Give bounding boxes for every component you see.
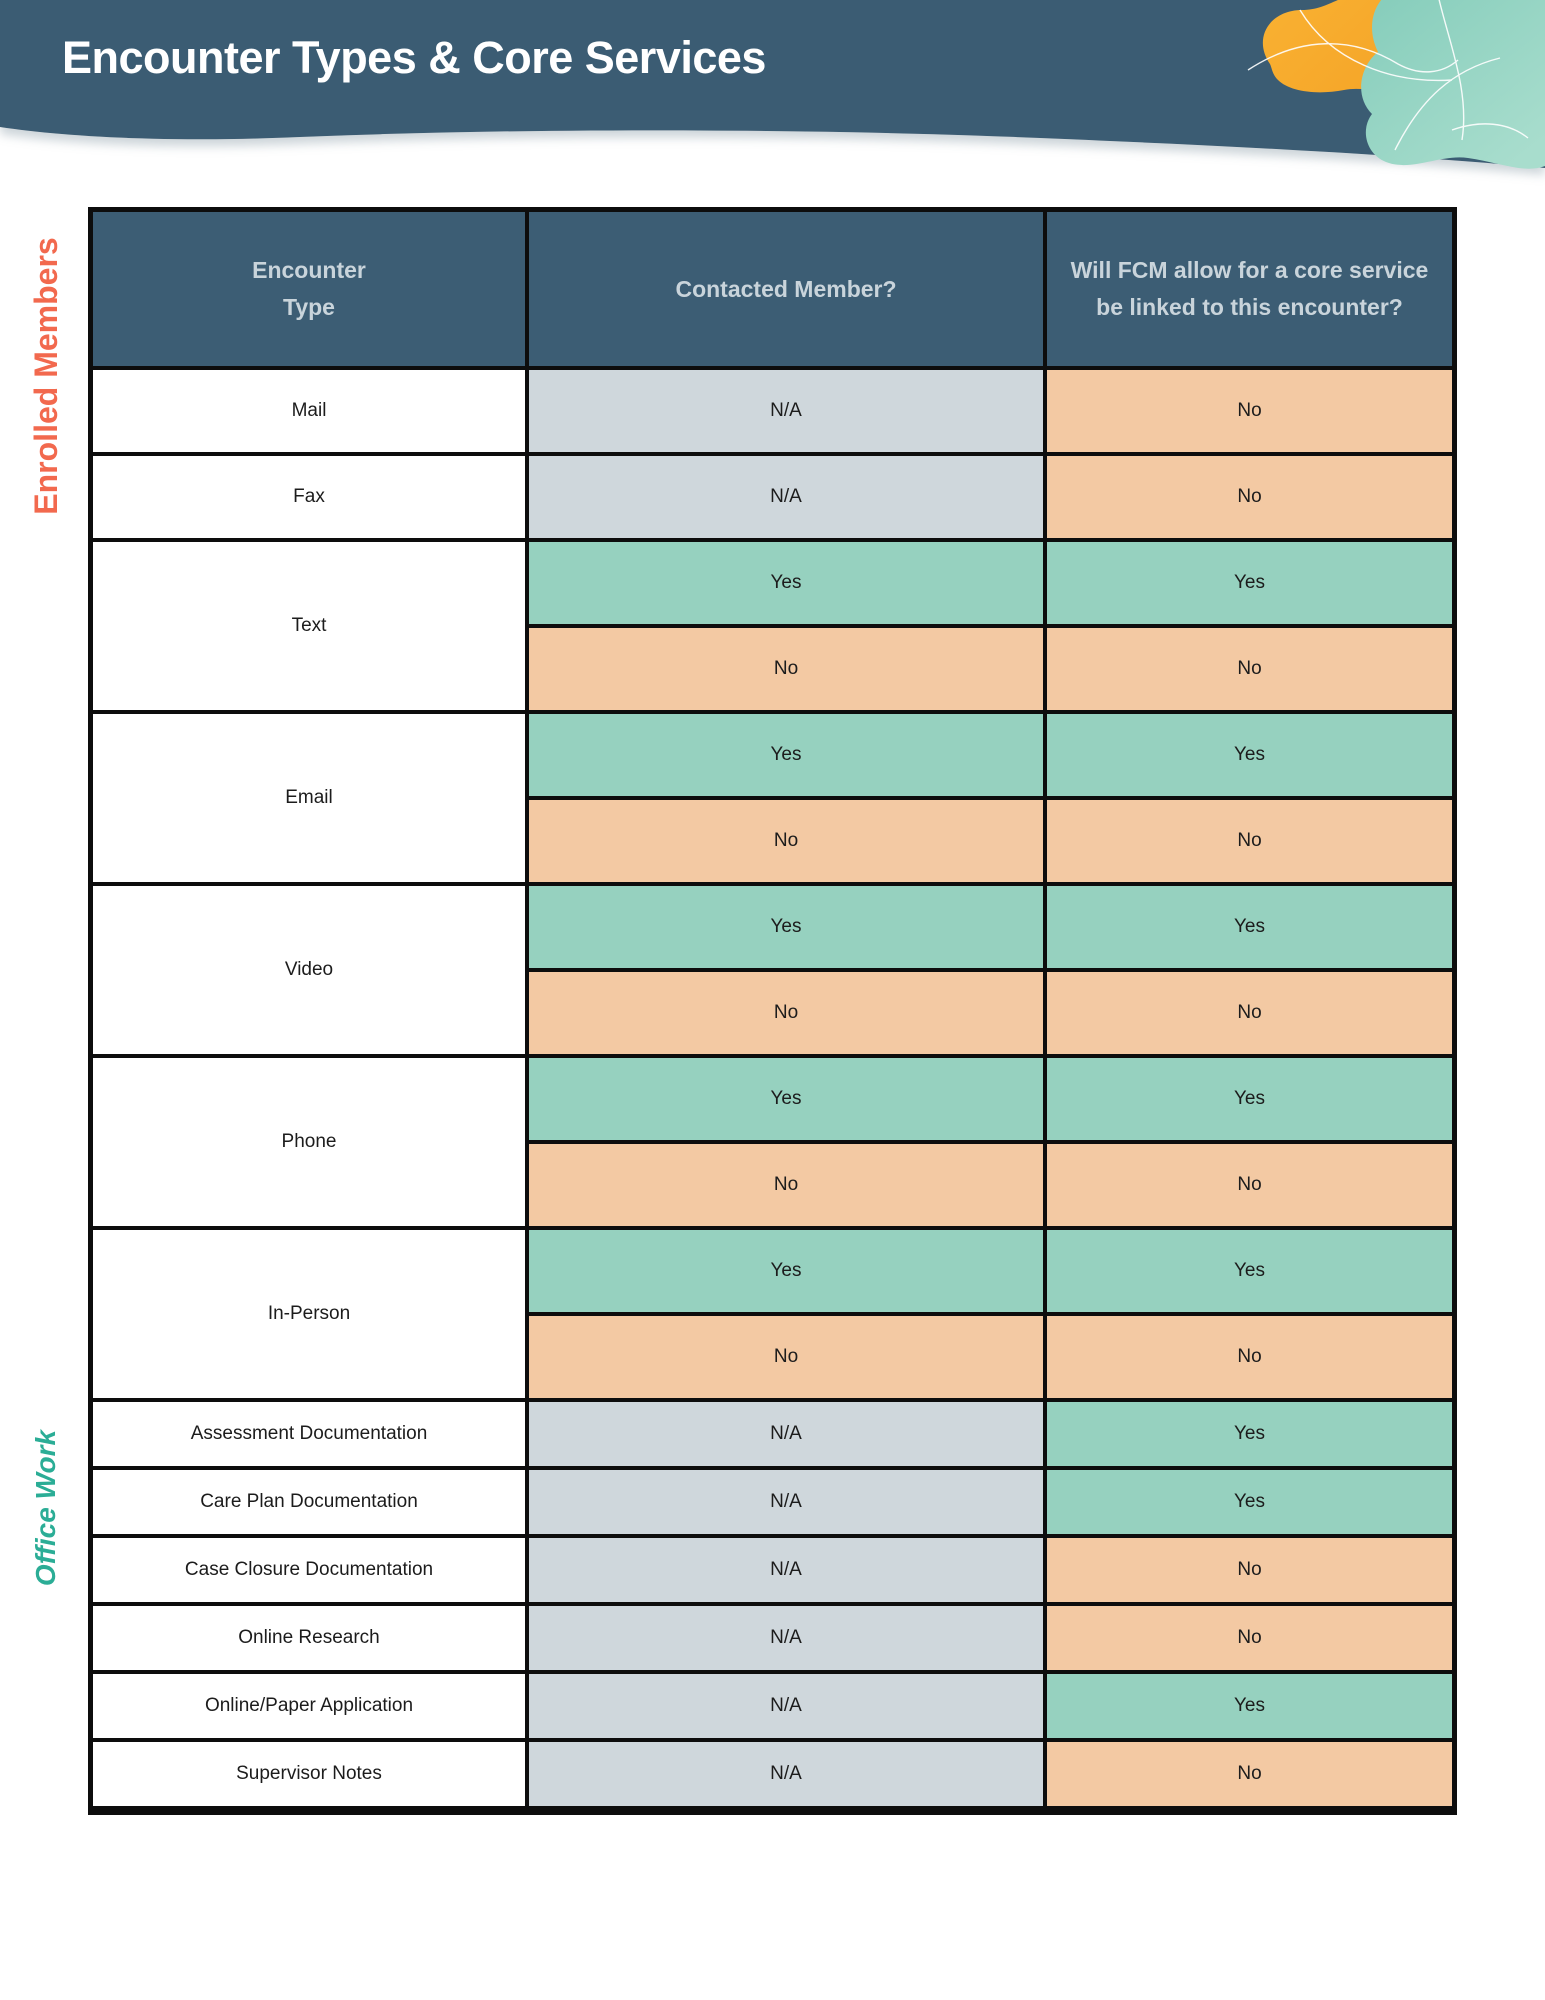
core-service-cell: No bbox=[1047, 1538, 1452, 1602]
core-service-cell: Yes bbox=[1047, 1402, 1452, 1466]
page-title: Encounter Types & Core Services bbox=[62, 32, 766, 83]
core-service-cell: Yes bbox=[1047, 1674, 1452, 1738]
contacted-member-cell: N/A bbox=[529, 1674, 1043, 1738]
core-service-cell: No bbox=[1047, 800, 1452, 882]
contacted-member-cell: N/A bbox=[529, 1742, 1043, 1806]
core-service-cell: No bbox=[1047, 1144, 1452, 1226]
core-service-cell: Yes bbox=[1047, 714, 1452, 796]
contacted-member-cell: Yes bbox=[529, 714, 1043, 796]
encounter-type-cell: Care Plan Documentation bbox=[93, 1470, 525, 1534]
encounter-table: Encounter Type Contacted Member? Will FC… bbox=[88, 207, 1457, 1815]
contacted-member-cell: N/A bbox=[529, 1470, 1043, 1534]
core-service-cell: No bbox=[1047, 972, 1452, 1054]
contacted-member-cell: N/A bbox=[529, 370, 1043, 452]
header-encounter-type: Encounter Type bbox=[93, 212, 525, 366]
encounter-type-cell: Text bbox=[93, 542, 525, 710]
encounter-type-cell: Email bbox=[93, 714, 525, 882]
core-service-cell: No bbox=[1047, 370, 1452, 452]
office-work-label: Office Work bbox=[30, 1429, 61, 1587]
core-service-cell: No bbox=[1047, 1742, 1452, 1806]
contacted-member-cell: No bbox=[529, 972, 1043, 1054]
core-service-cell: Yes bbox=[1047, 1470, 1452, 1534]
encounter-type-cell: Mail bbox=[93, 370, 525, 452]
core-service-cell: Yes bbox=[1047, 1058, 1452, 1140]
contacted-member-cell: No bbox=[529, 1144, 1043, 1226]
encounter-type-cell: Phone bbox=[93, 1058, 525, 1226]
header-core-service-link: Will FCM allow for a core service be lin… bbox=[1047, 212, 1452, 366]
encounter-type-cell: Online/Paper Application bbox=[93, 1674, 525, 1738]
encounter-type-cell: In-Person bbox=[93, 1230, 525, 1398]
white-vein-lines bbox=[1247, 0, 1529, 151]
header-contacted-member: Contacted Member? bbox=[529, 212, 1043, 366]
contacted-member-cell: Yes bbox=[529, 886, 1043, 968]
encounter-type-cell: Supervisor Notes bbox=[93, 1742, 525, 1806]
core-service-cell: No bbox=[1047, 628, 1452, 710]
teal-blob bbox=[1361, 0, 1545, 169]
core-service-cell: No bbox=[1047, 1606, 1452, 1670]
contacted-member-cell: No bbox=[529, 628, 1043, 710]
contacted-member-cell: N/A bbox=[529, 1606, 1043, 1670]
contacted-member-cell: No bbox=[529, 1316, 1043, 1398]
contacted-member-cell: No bbox=[529, 800, 1043, 882]
contacted-member-cell: Yes bbox=[529, 1058, 1043, 1140]
contacted-member-cell: N/A bbox=[529, 456, 1043, 538]
enrolled-members-label: Enrolled Members bbox=[28, 237, 64, 515]
wave-banner bbox=[0, 0, 1545, 169]
encounter-type-cell: Online Research bbox=[93, 1606, 525, 1670]
contacted-member-cell: Yes bbox=[529, 1230, 1043, 1312]
encounter-type-cell: Video bbox=[93, 886, 525, 1054]
core-service-cell: No bbox=[1047, 1316, 1452, 1398]
contacted-member-cell: Yes bbox=[529, 542, 1043, 624]
core-service-cell: Yes bbox=[1047, 1230, 1452, 1312]
encounter-type-cell: Fax bbox=[93, 456, 525, 538]
contacted-member-cell: N/A bbox=[529, 1538, 1043, 1602]
contacted-member-cell: N/A bbox=[529, 1402, 1043, 1466]
encounter-type-cell: Assessment Documentation bbox=[93, 1402, 525, 1466]
encounter-type-cell: Case Closure Documentation bbox=[93, 1538, 525, 1602]
core-service-cell: No bbox=[1047, 456, 1452, 538]
core-service-cell: Yes bbox=[1047, 542, 1452, 624]
core-service-cell: Yes bbox=[1047, 886, 1452, 968]
banner-band bbox=[0, 0, 1545, 168]
